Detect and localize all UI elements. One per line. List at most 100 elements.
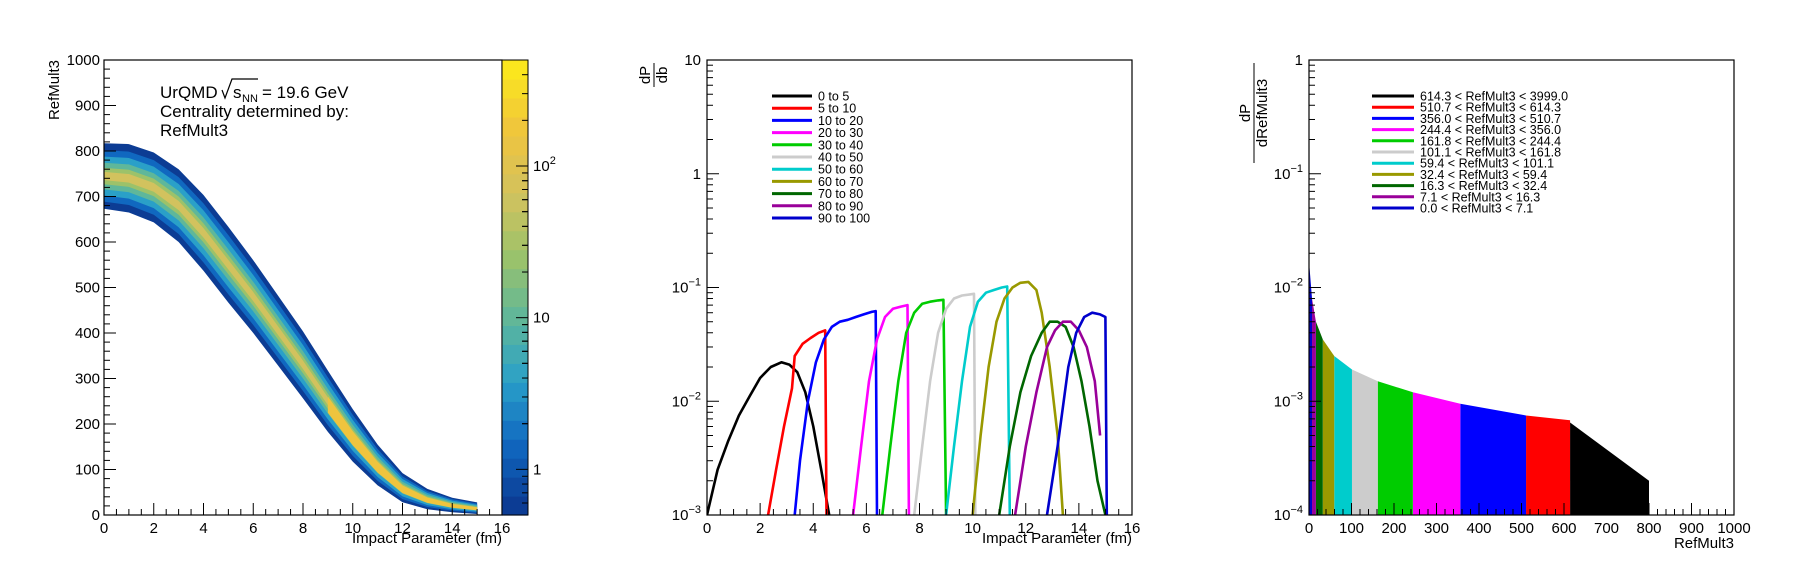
dpdref-legend-label: 16.3 < RefMult3 < 32.4: [1420, 179, 1547, 193]
heatmap-y-tick-label: 800: [75, 143, 100, 160]
heatmap-x-tick-label: 4: [199, 520, 207, 537]
colorbar-segment: [502, 78, 528, 99]
heatmap-band: [104, 143, 478, 514]
colorbar-segment: [502, 230, 528, 251]
colorbar-tick-label: 1: [533, 461, 541, 478]
colorbar-frame: [501, 59, 529, 516]
dpdb-legend-label: 80 to 90: [818, 199, 863, 213]
colorbar-segment: [502, 211, 528, 232]
dpdb-y-tick-label: 10−1: [672, 277, 701, 297]
dpdb-series-line: [851, 303, 911, 515]
dpdb-legend-entry: 80 to 90: [772, 199, 863, 213]
dpdb-y-num: dP: [637, 66, 654, 84]
dpdb-legend-label: 90 to 100: [818, 212, 870, 226]
dpdb-x-tick-label: 8: [915, 520, 923, 537]
colorbar-segment: [502, 363, 528, 383]
colorbar-segment: [502, 268, 528, 289]
annotation-line-3: RefMult3: [160, 121, 228, 140]
dpdb-legend-entry: 20 to 30: [772, 126, 863, 140]
dpdref-legend-entry: 59.4 < RefMult3 < 101.1: [1372, 157, 1554, 171]
heatmap-x-axis: 0 2 4 6 8 10 12 14 16: [100, 503, 510, 537]
dpdref-bin: [1334, 355, 1352, 515]
dpdb-legend-label: 40 to 50: [818, 151, 863, 165]
dpdref-legend-label: 0.0 < RefMult3 < 7.1: [1420, 202, 1533, 216]
dpdb-legend-label: 70 to 80: [818, 187, 863, 201]
heatmap-peak-region: [327, 396, 478, 511]
dpdref-legend-label: 7.1 < RefMult3 < 16.3: [1420, 190, 1540, 204]
panel-heatmap: 0 2 4 6 8 10 12 14 16 0 100 200 300 400 500 600 700 800 9…: [46, 52, 556, 547]
dpdref-x-tick-label: 300: [1424, 520, 1449, 537]
heatmap-y-axis-title: RefMult3: [46, 60, 63, 120]
dpdref-x-tick-label: 1000: [1717, 520, 1750, 537]
heatmap-y-tick-label: 900: [75, 98, 100, 115]
heatmap-x-tick-label: 2: [150, 520, 158, 537]
dpdb-legend-entry: 40 to 50: [772, 151, 863, 165]
dpdb-legend-entry: 10 to 20: [772, 114, 863, 128]
dpdref-legend-label: 244.4 < RefMult3 < 356.0: [1420, 123, 1561, 137]
colorbar-segment: [502, 477, 528, 497]
dpdb-legend-entry: 60 to 70: [772, 175, 863, 189]
dpdb-y-axis: 10−3 10−2 10−1 1 10: [672, 52, 719, 524]
annotation-line-2: Centrality determined by:: [160, 102, 349, 121]
panel-dpdb: 0 2 4 6 8 10 12 14 16 10−3 10−2 10−1 1 10 Impact Par…: [637, 52, 1140, 547]
annotation-line-1: UrQMD: [160, 83, 218, 102]
dpdref-legend-entry: 32.4 < RefMult3 < 59.4: [1372, 168, 1547, 182]
dpdb-series-line: [971, 280, 1065, 515]
dpdb-series-line: [912, 292, 977, 515]
colorbar-segment: [502, 154, 528, 175]
dpdref-legend-label: 614.3 < RefMult3 < 3999.0: [1420, 90, 1568, 104]
dpdref-legend-label: 161.8 < RefMult3 < 244.4: [1420, 134, 1561, 148]
dpdb-x-tick-label: 4: [809, 520, 817, 537]
dpdref-legend-entry: 101.1 < RefMult3 < 161.8: [1372, 146, 1561, 160]
dpdb-legend-label: 5 to 10: [818, 102, 856, 116]
dpdref-x-tick-label: 800: [1636, 520, 1661, 537]
dpdref-x-tick-label: 900: [1679, 520, 1704, 537]
colorbar-segment: [502, 382, 528, 402]
dpdref-x-tick-label: 600: [1551, 520, 1576, 537]
dpdb-y-axis-title: dP db: [637, 63, 671, 87]
heatmap-y-tick-label: 700: [75, 189, 100, 206]
dpdb-series-line: [707, 361, 831, 515]
colorbar-segment: [502, 496, 528, 516]
heatmap-y-tick-label: 400: [75, 325, 100, 342]
dpdref-y-axis-title: dP dRefMult3: [1237, 63, 1271, 163]
colorbar-segment: [502, 287, 528, 308]
dpdb-series-line: [793, 309, 879, 515]
colorbar-segment: [502, 458, 528, 478]
dpdb-x-axis-title: Impact Parameter (fm): [982, 530, 1132, 547]
colorbar-segment: [502, 97, 528, 118]
heatmap-x-tick-label: 0: [100, 520, 108, 537]
dpdref-x-tick-label: 700: [1594, 520, 1619, 537]
dpdb-legend-label: 20 to 30: [818, 126, 863, 140]
heatmap-annotation: UrQMD s NN = 19.6 GeV Centrality determi…: [160, 78, 349, 140]
dpdref-y-tick-label: 10−4: [1274, 504, 1303, 524]
dpdref-legend-entry: 356.0 < RefMult3 < 510.7: [1372, 112, 1561, 126]
dpdref-legend-label: 32.4 < RefMult3 < 59.4: [1420, 168, 1547, 182]
dpdref-bin: [1351, 369, 1378, 515]
heatmap-y-axis: 0 100 200 300 400 500 600 700 800 900 1000: [67, 52, 116, 524]
panel-dpdrefmult: 0 100 200 300 400 500 600 700 800 900 1000 10−410−…: [1237, 52, 1751, 552]
dpdb-legend-entry: 70 to 80: [772, 187, 863, 201]
dpdref-bin: [1570, 422, 1649, 515]
dpdref-x-axis: 0 100 200 300 400 500 600 700 800 900 1000: [1305, 503, 1751, 537]
dpdb-x-tick-label: 10: [964, 520, 981, 537]
colorbar-segment: [502, 401, 528, 421]
heatmap-y-tick-label: 200: [75, 416, 100, 433]
heatmap-x-tick-label: 6: [249, 520, 257, 537]
dpdref-legend-label: 59.4 < RefMult3 < 101.1: [1420, 157, 1554, 171]
dpdb-y-tick-label: 10−3: [672, 504, 701, 524]
dpdref-bin: [1377, 381, 1413, 515]
heatmap-y-tick-label: 500: [75, 280, 100, 297]
colorbar-segment: [502, 173, 528, 194]
dpdb-x-tick-label: 6: [862, 520, 870, 537]
dpdb-y-den: db: [654, 67, 671, 84]
dpdref-x-tick-label: 500: [1509, 520, 1534, 537]
colorbar-segment: [502, 420, 528, 440]
dpdref-x-tick-label: 100: [1339, 520, 1364, 537]
colorbar-segment: [502, 439, 528, 459]
dpdref-y-num: dP: [1237, 104, 1254, 122]
heatmap-y-tick-label: 1000: [67, 52, 100, 69]
colorbar-segment: [502, 135, 528, 156]
dpdb-legend-label: 10 to 20: [818, 114, 863, 128]
